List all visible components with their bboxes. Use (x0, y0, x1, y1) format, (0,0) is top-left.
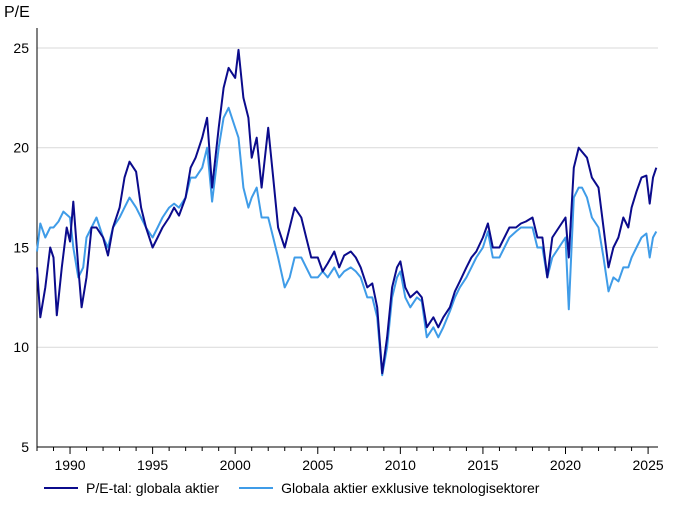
y-tick-label-25: 25 (13, 40, 29, 56)
x-tick-label-2005: 2005 (302, 457, 333, 473)
series-line-1 (36, 106, 658, 377)
y-tick-label-15: 15 (13, 239, 29, 255)
legend-label-global: P/E-tal: globala aktier (86, 480, 220, 496)
x-tick-label-1990: 1990 (54, 457, 85, 473)
series-line-0 (36, 48, 658, 375)
legend-item-ex-tech: Globala aktier exklusive teknologisektor… (239, 480, 539, 496)
x-tick-label-1995: 1995 (137, 457, 168, 473)
y-tick-label-20: 20 (13, 140, 29, 156)
x-tick-label-2020: 2020 (550, 457, 581, 473)
x-tick-label-2025: 2025 (633, 457, 664, 473)
x-tick-label-2010: 2010 (385, 457, 416, 473)
x-tick-label-2000: 2000 (220, 457, 251, 473)
x-tick-label-2015: 2015 (467, 457, 498, 473)
legend-swatch-ex-tech (239, 487, 274, 489)
legend-item-global: P/E-tal: globala aktier (44, 480, 219, 496)
legend-swatch-global (44, 487, 78, 489)
y-tick-label-10: 10 (13, 339, 29, 355)
y-axis-title: P/E (4, 4, 30, 21)
y-tick-label-5: 5 (21, 439, 29, 455)
legend-label-ex-tech: Globala aktier exklusive teknologisektor… (281, 480, 540, 496)
legend: P/E-tal: globala aktier Globala aktier e… (44, 480, 539, 496)
